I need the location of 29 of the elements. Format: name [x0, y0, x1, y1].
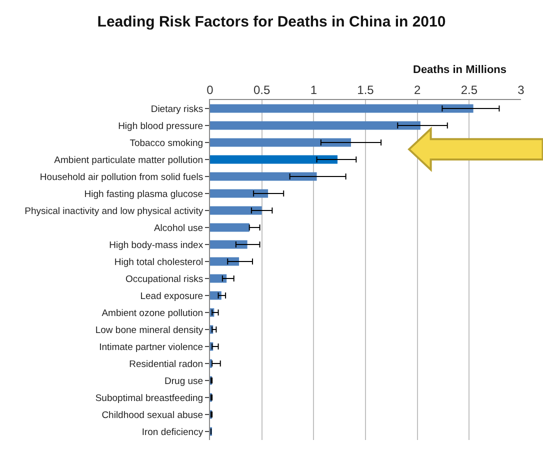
y-tick-label: Residential radon — [129, 358, 204, 370]
y-tick-label: Ambient particulate matter pollution — [54, 154, 204, 166]
x-tick-label: 3 — [518, 83, 525, 98]
x-axis-title: Deaths in Millions — [413, 64, 507, 76]
y-tick-label: Childhood sexual abuse — [102, 410, 204, 421]
y-tick-label: Suboptimal breastfeeding — [95, 392, 204, 404]
y-tick-label: High blood pressure — [118, 120, 204, 132]
y-tick-label: Intimate partner violence — [99, 342, 204, 353]
y-tick-label: Dietary risks — [150, 104, 204, 115]
y-tick-label: Household air pollution from solid fuels — [40, 172, 204, 183]
y-tick-label: Drug use — [164, 376, 204, 387]
y-tick-label: Physical inactivity and low physical activity — [24, 206, 204, 217]
x-tick-label: 0.5 — [253, 83, 270, 98]
chart-title: Leading Risk Factors for Deaths in China in 2010 — [97, 13, 446, 30]
y-tick-label: High total cholesterol — [114, 256, 204, 268]
x-tick-label: 2.5 — [460, 83, 478, 98]
x-tick-label: 1 — [310, 83, 318, 98]
y-tick-label: Occupational risks — [125, 274, 204, 285]
y-tick-label: High body-mass index — [109, 240, 204, 251]
y-tick-label: High fasting plasma glucose — [84, 188, 204, 200]
x-tick-label: 2 — [414, 83, 421, 98]
x-tick-label: 0 — [206, 83, 214, 98]
y-tick-label: Tobacco smoking — [130, 138, 204, 149]
y-tick-label: Iron deficiency — [142, 426, 204, 438]
y-tick-label: Ambient ozone pollution — [102, 308, 204, 319]
y-tick-label: Alcohol use — [154, 222, 204, 234]
y-tick-label: Lead exposure — [140, 290, 204, 302]
x-tick-label: 1.5 — [357, 83, 374, 98]
y-tick-label: Low bone mineral density — [95, 324, 204, 336]
